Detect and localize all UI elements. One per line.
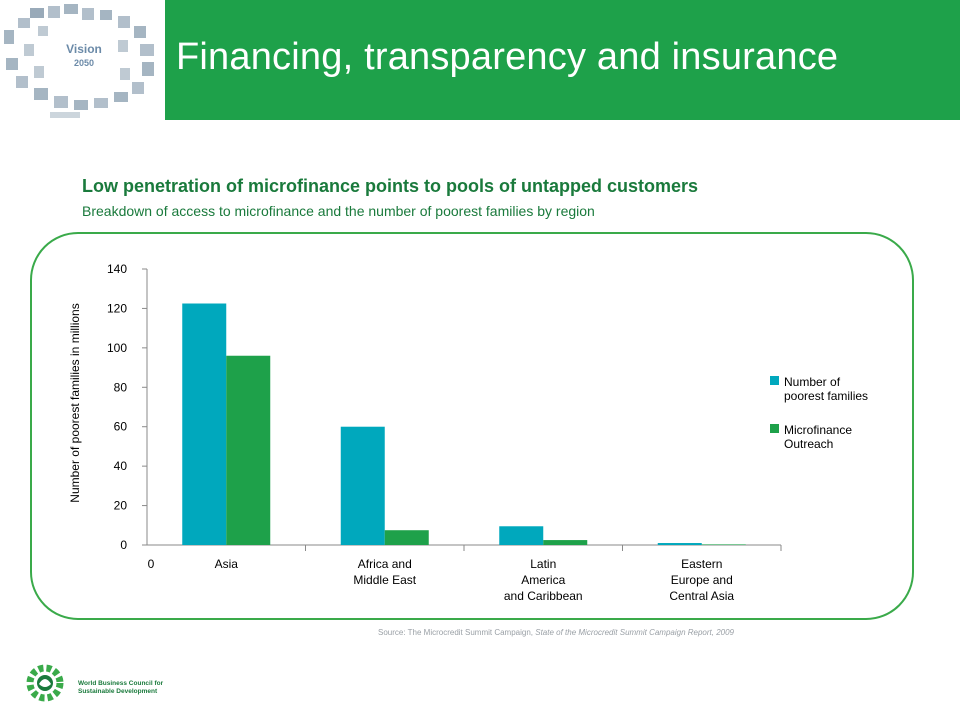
- photo-mosaic-icon: [4, 4, 154, 118]
- y-tick-label: 80: [114, 380, 128, 394]
- bar-poorest-families: [182, 303, 227, 545]
- legend-label: Number of: [784, 375, 841, 389]
- chart-panel: [30, 232, 914, 620]
- bar-microfinance-outreach: [543, 540, 588, 545]
- bar-microfinance-outreach: [226, 355, 271, 545]
- x-category-label: Middle East: [353, 573, 416, 587]
- legend-label: poorest families: [784, 389, 868, 403]
- x-category-label: and Caribbean: [504, 589, 583, 603]
- y-tick-label: 140: [107, 262, 127, 276]
- bar-poorest-families: [499, 526, 544, 545]
- logo-text-vision: Vision: [66, 42, 102, 56]
- y-tick-label: 0: [120, 538, 127, 552]
- bar-poorest-families: [657, 543, 702, 545]
- vision-2050-badge: Vision 2050: [58, 36, 110, 76]
- x-category-label: Eastern: [681, 557, 722, 571]
- wbcsd-logo-icon: [26, 664, 64, 702]
- y-tick-label: 20: [114, 499, 128, 513]
- legend-label: Outreach: [784, 437, 833, 451]
- wbcsd-name-line1: World Business Council for: [78, 680, 164, 687]
- x-category-label: Africa and: [358, 557, 412, 571]
- x-category-label: America: [521, 573, 565, 587]
- chart-title: Low penetration of microfinance points t…: [82, 176, 699, 196]
- wbcsd-name: World Business Council for Sustainable D…: [78, 680, 163, 696]
- source-note: Source: The Microcredit Summit Campaign,…: [378, 628, 734, 637]
- bar-microfinance-outreach: [701, 544, 746, 546]
- logo-text-2050: 2050: [73, 58, 95, 68]
- y-tick-label: 60: [114, 420, 128, 434]
- x-category-label: Europe and: [671, 573, 733, 587]
- source-report-title: State of the Microcredit Summit Campaign…: [535, 628, 735, 637]
- header-band: [165, 0, 960, 120]
- y-tick-label: 120: [107, 301, 127, 315]
- page-title: Financing, transparency and insurance: [176, 36, 839, 78]
- x-category-label: Asia: [215, 557, 239, 571]
- y-axis-label: Number of poorest families in millions: [68, 303, 82, 502]
- x-origin-label: 0: [148, 557, 155, 571]
- bar-microfinance-outreach: [384, 530, 429, 545]
- vision-2050-logo: Vision 2050: [0, 0, 165, 120]
- y-tick-label: 100: [107, 341, 127, 355]
- x-category-label: Latin: [530, 557, 556, 571]
- legend-swatch: [770, 376, 779, 385]
- wbcsd-name-line2: Sustainable Development: [78, 688, 158, 695]
- x-category-label: Central Asia: [669, 589, 734, 603]
- source-prefix: Source: The Microcredit Summit Campaign,: [378, 628, 536, 637]
- legend-swatch: [770, 424, 779, 433]
- bar-poorest-families: [340, 426, 385, 545]
- chart-subtitle: Breakdown of access to microfinance and …: [82, 203, 595, 219]
- y-tick-label: 40: [114, 459, 128, 473]
- legend-label: Microfinance: [784, 423, 852, 437]
